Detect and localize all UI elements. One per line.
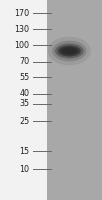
Text: 35: 35	[19, 99, 30, 108]
Text: 40: 40	[20, 90, 30, 98]
Text: 15: 15	[19, 146, 30, 156]
Text: 25: 25	[19, 116, 30, 126]
Text: 100: 100	[15, 40, 30, 49]
FancyBboxPatch shape	[0, 0, 47, 200]
FancyBboxPatch shape	[47, 0, 102, 200]
Ellipse shape	[48, 37, 91, 65]
Text: 130: 130	[15, 24, 30, 33]
Text: 70: 70	[19, 58, 30, 66]
Ellipse shape	[52, 41, 86, 61]
Text: 170: 170	[14, 8, 30, 18]
Ellipse shape	[61, 47, 78, 55]
Ellipse shape	[64, 49, 75, 53]
Text: 55: 55	[19, 72, 30, 82]
Ellipse shape	[55, 44, 84, 58]
Ellipse shape	[58, 45, 81, 57]
Text: 10: 10	[20, 164, 30, 173]
